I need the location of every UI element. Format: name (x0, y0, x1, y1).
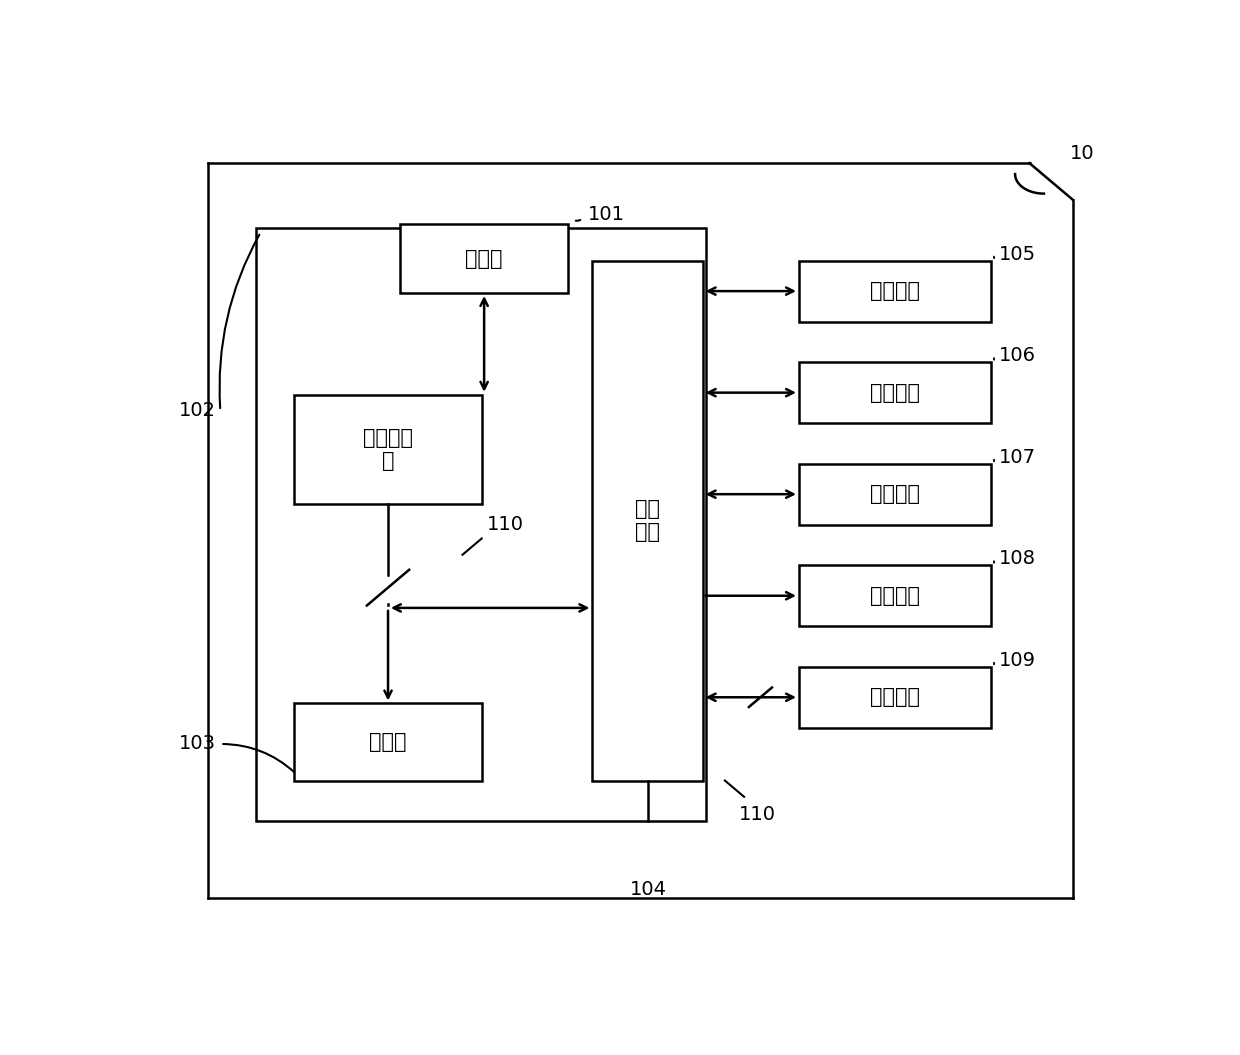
Text: 107: 107 (998, 447, 1035, 466)
Text: 101: 101 (588, 205, 625, 224)
Bar (294, 395, 481, 504)
Text: 108: 108 (998, 550, 1035, 569)
Bar (401, 224, 568, 293)
Text: 射频模块: 射频模块 (870, 281, 920, 301)
Bar (799, 667, 991, 728)
Text: 110: 110 (739, 805, 776, 824)
Bar (255, 228, 706, 821)
Text: 109: 109 (998, 651, 1035, 670)
Text: 110: 110 (486, 516, 523, 535)
Text: 指纹模块: 指纹模块 (870, 687, 920, 707)
Bar (799, 362, 991, 423)
Text: 106: 106 (998, 346, 1035, 365)
Bar (294, 704, 481, 781)
Bar (799, 261, 991, 322)
Bar (799, 464, 991, 524)
Text: 存储控制
器: 存储控制 器 (363, 428, 413, 472)
Text: 处理器: 处理器 (370, 732, 407, 752)
Text: 102: 102 (179, 401, 216, 421)
Bar (799, 565, 991, 627)
Text: 10: 10 (1070, 145, 1095, 164)
Text: 音频模块: 音频模块 (870, 484, 920, 504)
Text: 104: 104 (630, 881, 666, 900)
Text: 存储器: 存储器 (465, 249, 503, 269)
Text: 103: 103 (179, 734, 216, 753)
Text: 按键模块: 按键模块 (870, 383, 920, 403)
Bar (593, 261, 703, 781)
Text: 触控屏幕: 触控屏幕 (870, 586, 920, 606)
Text: 105: 105 (998, 245, 1035, 264)
Text: 外设
接口: 外设 接口 (635, 499, 660, 542)
